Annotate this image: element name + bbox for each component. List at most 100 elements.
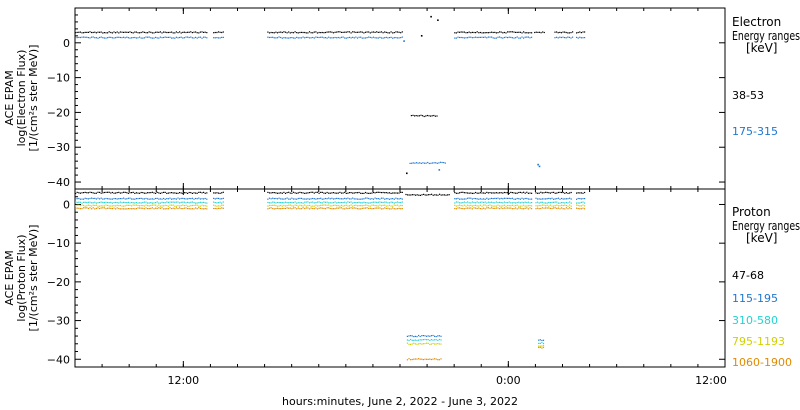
proton-panel-frame xyxy=(74,188,726,368)
proton-point xyxy=(124,198,126,200)
proton-point xyxy=(539,339,541,341)
electron-point xyxy=(278,36,280,38)
proton-point xyxy=(292,191,295,193)
proton-point xyxy=(169,204,171,206)
electron-panel: 0−10−20−30−40 xyxy=(47,8,725,190)
electron-point xyxy=(559,31,561,33)
proton-point xyxy=(376,205,378,207)
electron-point xyxy=(143,31,145,33)
proton-point xyxy=(135,202,137,204)
proton-point xyxy=(203,208,205,210)
proton-point xyxy=(478,207,480,209)
proton-point xyxy=(467,204,469,206)
proton-point xyxy=(102,198,104,200)
proton-point xyxy=(305,205,307,207)
proton-point xyxy=(150,202,152,204)
electron-point xyxy=(392,37,394,39)
proton-point xyxy=(97,207,99,209)
proton-point xyxy=(497,197,499,199)
electron-point xyxy=(460,31,462,33)
proton-point xyxy=(318,198,320,200)
electron-point xyxy=(142,37,144,39)
proton-point xyxy=(143,205,145,207)
proton-point xyxy=(379,198,381,200)
electron-ylabel: ACE EPAM log(Electron Flux) [1/(cm²s ste… xyxy=(3,45,40,152)
electron-point xyxy=(286,32,288,34)
proton-point xyxy=(308,198,311,200)
electron-point xyxy=(172,32,174,34)
proton-point xyxy=(191,192,193,194)
proton-point xyxy=(196,202,198,204)
proton-point xyxy=(416,358,418,360)
proton-point xyxy=(542,346,545,348)
proton-point xyxy=(570,208,572,210)
proton-point xyxy=(156,201,158,203)
proton-point xyxy=(75,192,77,195)
proton-point xyxy=(398,205,400,207)
proton-point xyxy=(429,343,431,345)
electron-point xyxy=(417,162,419,164)
proton-point xyxy=(284,205,287,207)
proton-point xyxy=(148,202,150,204)
proton-point xyxy=(340,201,343,204)
proton-point xyxy=(308,202,311,204)
electron-point xyxy=(410,115,412,117)
electron-point xyxy=(415,162,418,164)
proton-point xyxy=(527,205,529,207)
proton-point xyxy=(401,205,403,207)
proton-point xyxy=(216,205,218,207)
proton-point xyxy=(299,204,301,206)
electron-point xyxy=(171,37,173,39)
proton-point xyxy=(535,192,537,194)
proton-point xyxy=(99,205,101,207)
proton-point xyxy=(492,205,494,207)
proton-point xyxy=(582,198,584,200)
proton-point xyxy=(538,205,540,207)
electron-point xyxy=(487,32,489,34)
proton-point xyxy=(380,205,383,207)
proton-point xyxy=(582,192,584,194)
proton-point xyxy=(437,343,439,345)
proton-point xyxy=(576,204,578,206)
electron-point xyxy=(275,31,277,33)
proton-point xyxy=(188,208,190,210)
proton-point xyxy=(299,191,301,193)
electron-point xyxy=(455,32,457,34)
electron-point xyxy=(559,36,561,38)
electron-point xyxy=(390,31,392,33)
proton-series-47-68 xyxy=(75,191,586,196)
proton-point xyxy=(410,359,412,361)
proton-point xyxy=(505,207,507,209)
electron-point xyxy=(127,37,129,39)
proton-point xyxy=(344,208,346,210)
proton-point xyxy=(465,205,467,207)
proton-point xyxy=(123,197,125,199)
proton-point xyxy=(147,198,149,200)
proton-point xyxy=(398,198,400,200)
electron-point xyxy=(124,37,126,39)
proton-point xyxy=(320,197,322,199)
proton-point xyxy=(267,205,269,207)
electron-point xyxy=(431,115,433,117)
proton-point xyxy=(463,208,465,210)
proton-point xyxy=(434,339,436,341)
proton-point xyxy=(332,208,335,210)
proton-point xyxy=(499,192,501,194)
electron-point xyxy=(364,31,367,33)
proton-point xyxy=(86,201,88,204)
electron-point xyxy=(376,31,378,33)
proton-point xyxy=(307,198,309,200)
proton-point xyxy=(201,198,203,200)
proton-point xyxy=(153,202,155,204)
electron-point xyxy=(221,31,223,34)
proton-point xyxy=(492,207,494,209)
proton-point xyxy=(201,192,203,194)
electron-point xyxy=(284,31,287,33)
proton-point xyxy=(196,204,198,206)
proton-point xyxy=(424,358,426,360)
proton-point xyxy=(169,201,171,203)
proton-point xyxy=(191,208,193,210)
electron-point xyxy=(425,162,427,164)
proton-point xyxy=(489,198,491,200)
proton-point xyxy=(492,198,494,200)
